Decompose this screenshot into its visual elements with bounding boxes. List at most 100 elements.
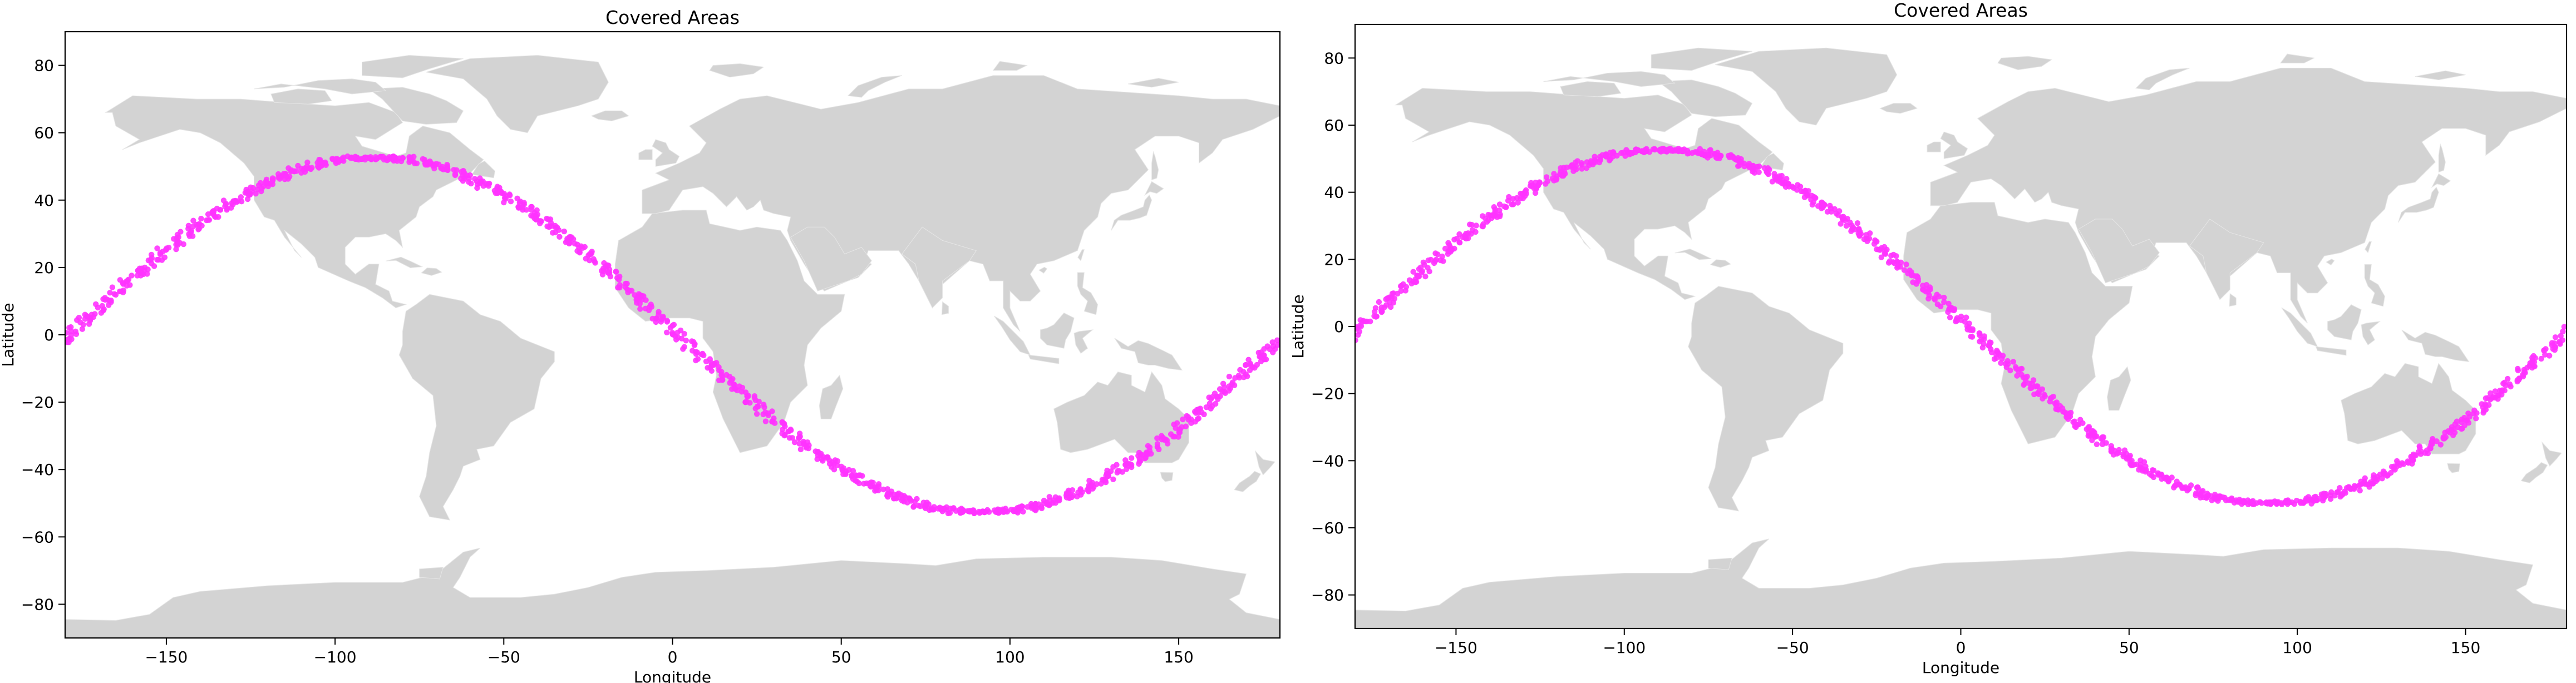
coverage-point bbox=[1406, 277, 1413, 283]
coverage-point bbox=[2415, 449, 2422, 455]
coverage-point bbox=[1104, 467, 1110, 474]
coverage-point bbox=[1861, 236, 1868, 242]
coverage-point bbox=[1243, 362, 1249, 368]
coverage-point bbox=[1560, 165, 1567, 171]
coverage-point bbox=[917, 503, 923, 509]
coverage-point bbox=[1584, 159, 1590, 165]
coverage-point bbox=[2014, 373, 2020, 379]
coverage-point bbox=[1532, 190, 1539, 196]
coverage-point bbox=[1208, 395, 1214, 402]
coverage-point bbox=[1843, 222, 1850, 229]
coverage-point bbox=[154, 256, 160, 263]
coverage-point bbox=[2521, 367, 2527, 373]
coverage-point bbox=[1041, 497, 1047, 504]
coverage-point bbox=[1387, 304, 1394, 310]
coverage-point bbox=[760, 411, 766, 418]
coverage-point bbox=[149, 251, 155, 258]
coverage-point bbox=[1991, 356, 1998, 362]
coverage-point bbox=[2199, 489, 2205, 496]
coverage-point bbox=[2486, 402, 2492, 408]
coverage-point bbox=[1188, 420, 1194, 426]
coverage-point bbox=[1240, 369, 1247, 375]
right-chart-panel: −150 −100 −50 0 50 100 150 −80 −60 −40 −20 0 20 40 60 8… bbox=[1289, 0, 2568, 677]
coverage-point bbox=[452, 172, 459, 179]
land-new-zealand-north bbox=[2541, 441, 2562, 467]
coverage-point bbox=[2543, 346, 2549, 352]
coverage-point bbox=[2031, 391, 2037, 398]
coverage-point bbox=[528, 212, 534, 219]
coverage-point bbox=[787, 427, 794, 433]
land-hainan bbox=[2326, 259, 2335, 266]
coverage-point bbox=[1607, 150, 1613, 156]
coverage-point bbox=[1795, 182, 1801, 188]
coverage-point bbox=[977, 510, 983, 516]
coverage-point bbox=[1977, 338, 1983, 345]
coverage-point bbox=[2239, 501, 2245, 507]
coverage-point bbox=[1963, 314, 1969, 320]
coverage-point bbox=[507, 192, 513, 199]
coverage-point bbox=[1510, 196, 1516, 202]
y-tick-label: 0 bbox=[44, 326, 54, 344]
land-tasmania bbox=[1160, 472, 1174, 482]
coverage-point bbox=[1432, 258, 1439, 264]
coverage-point bbox=[838, 463, 844, 469]
coverage-point bbox=[1456, 240, 1463, 246]
x-tick-label: −100 bbox=[1603, 639, 1646, 657]
coverage-point bbox=[1706, 147, 1712, 154]
land-tasmania bbox=[2447, 463, 2460, 473]
coverage-point bbox=[947, 510, 953, 516]
coverage-point bbox=[2538, 355, 2544, 362]
coverage-point bbox=[1416, 273, 1422, 280]
coverage-point bbox=[1833, 210, 1839, 216]
coverage-point bbox=[653, 319, 659, 325]
coverage-point bbox=[529, 204, 535, 210]
coverage-point bbox=[1255, 349, 1262, 356]
coverage-point bbox=[361, 155, 368, 161]
coverage-point bbox=[413, 160, 420, 166]
coverage-point bbox=[1378, 307, 1385, 314]
x-axis-label: Longitude bbox=[1922, 659, 1999, 677]
coverage-point bbox=[1451, 236, 1457, 242]
coverage-point bbox=[238, 194, 244, 200]
coverage-point bbox=[1226, 383, 1232, 389]
coverage-point bbox=[2086, 430, 2092, 436]
land-java bbox=[1028, 354, 1060, 364]
land-iceland bbox=[1879, 103, 1918, 114]
coverage-point bbox=[637, 306, 643, 312]
coverage-point bbox=[1235, 373, 1242, 379]
y-tick-label: 0 bbox=[1334, 318, 1344, 336]
land-victoria-island bbox=[1560, 81, 1622, 97]
coverage-point bbox=[2193, 492, 2199, 498]
land-new-zealand-north bbox=[1254, 450, 1275, 476]
land-svalbard bbox=[709, 63, 765, 78]
coverage-point bbox=[95, 304, 101, 311]
coverage-point bbox=[2334, 489, 2340, 496]
coverage-point bbox=[825, 454, 831, 461]
coverage-point bbox=[269, 175, 276, 181]
land-iceland bbox=[590, 110, 629, 122]
coverage-point bbox=[1894, 259, 1900, 265]
coverage-point bbox=[695, 356, 701, 362]
coverage-point bbox=[136, 265, 143, 271]
coverage-point bbox=[1456, 231, 1462, 237]
coverage-point bbox=[538, 218, 544, 224]
coverage-point bbox=[856, 472, 863, 478]
coverage-point bbox=[1527, 183, 1534, 189]
y-tick-label: −20 bbox=[1311, 385, 1344, 403]
coverage-point bbox=[931, 504, 937, 510]
coverage-point bbox=[1209, 403, 1215, 409]
coverage-point bbox=[2013, 365, 2020, 372]
land-north-america bbox=[1394, 88, 1773, 300]
coverage-point bbox=[1866, 235, 1873, 242]
coverage-point bbox=[801, 442, 807, 448]
coverage-point bbox=[1628, 151, 1634, 157]
coverage-point bbox=[1544, 178, 1551, 184]
land-alexander-island bbox=[419, 567, 444, 580]
coverage-point bbox=[501, 191, 508, 197]
coverage-point bbox=[1115, 468, 1121, 474]
coverage-point bbox=[501, 199, 507, 206]
coverage-point bbox=[2002, 360, 2009, 367]
land-africa bbox=[1903, 202, 2133, 444]
coverage-point bbox=[617, 285, 623, 291]
